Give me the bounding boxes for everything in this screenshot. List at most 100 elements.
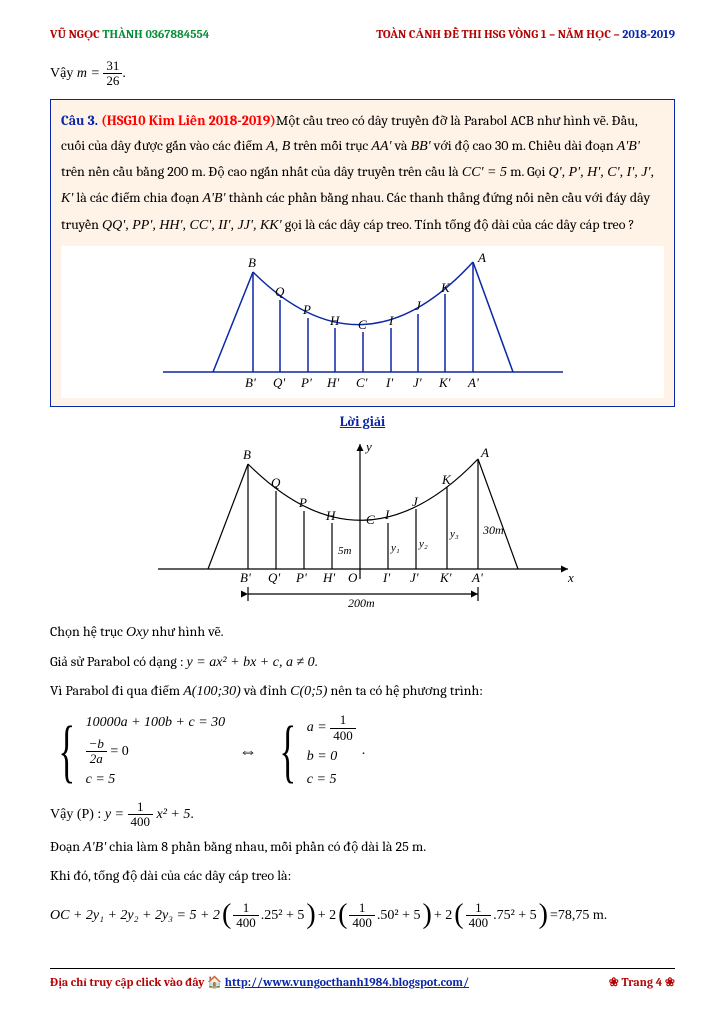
svg-text:K: K (440, 280, 451, 295)
source-label: (HSG10 Kim Liên 2018-2019) (101, 112, 276, 129)
f1: 1400 (233, 901, 259, 931)
den-2a: 2a (86, 752, 107, 766)
svg-text:y₁: y₁ (390, 542, 400, 554)
pt3: với độ cao 30 m. Chiều dài đoạn (431, 137, 617, 154)
a-eq: a = (307, 720, 330, 735)
svg-text:K: K (441, 472, 452, 487)
frac-num: 31 (103, 59, 122, 74)
f1n: 1 (233, 901, 259, 916)
AB: A, B (266, 139, 290, 154)
sol-l6: Khi đó, tổng độ dài của các dây cáp treo… (50, 865, 675, 887)
f3: 1400 (466, 901, 492, 931)
l7a: OC + 2y₁ + 2y₂ + 2y₃ = 5 + 2 (50, 905, 220, 927)
eq0: = 0 (107, 744, 129, 759)
frac-1-400b: 1 400 (128, 800, 154, 830)
CC: CC' = 5 (462, 165, 507, 180)
page-number: ❀ Trang 4 ❀ (609, 973, 675, 992)
svg-text:I: I (388, 313, 394, 328)
f2d: 400 (349, 916, 375, 930)
lp3: ( (454, 893, 463, 938)
pt-and: và (392, 137, 411, 154)
home-icon: 🏠 (207, 975, 222, 989)
svg-text:C: C (366, 512, 375, 527)
svg-text:Q': Q' (268, 570, 280, 585)
frac-1-400: 1 400 (330, 713, 356, 743)
footer-left-wrap: Địa chỉ truy cập click vào đây 🏠 http://… (50, 973, 469, 992)
sol-l5: Đoạn A'B' chia làm 8 phần bằng nhau, mỗi… (50, 836, 675, 859)
p3: .75² + 5 (493, 905, 537, 927)
svg-text:A': A' (467, 375, 479, 390)
m-eq: m = (77, 66, 100, 81)
pt5: m. Gọi (507, 163, 549, 180)
sys2-r1: a = 1 400 (307, 713, 356, 743)
sol-l1a: Chọn hệ trục (50, 623, 126, 640)
cau-label: Câu 3. (61, 112, 98, 129)
svg-text:P': P' (300, 375, 312, 390)
svg-text:A: A (480, 445, 489, 460)
dash2: – (614, 27, 620, 41)
res: =78,75 m. (550, 905, 607, 927)
pt8: gọi là các dây cáp treo. Tính tổng độ dà… (282, 216, 635, 233)
sol-l4a: Vậy (P) : (50, 807, 105, 822)
num-1b: 1 (128, 800, 154, 815)
svg-text:B: B (243, 447, 251, 462)
num-1: 1 (330, 713, 356, 728)
svg-text:y₃: y₃ (449, 528, 459, 540)
svg-text:Q': Q' (273, 375, 285, 390)
svg-text:I: I (384, 507, 390, 522)
figure-2-wrap: y x O B A Q P H C I J K B' Q' P' H' I' J… (50, 439, 675, 609)
rp1: ) (306, 893, 315, 938)
svg-text:A: A (477, 252, 486, 265)
A10030: A(100;30) (183, 684, 241, 699)
lbrace-2: { (280, 717, 297, 787)
sys1-r1: 10000a + 100b + c = 30 (86, 713, 226, 733)
equation-system: { 10000a + 100b + c = 30 −b 2a = 0 c = 5… (50, 713, 675, 790)
figure-1: B A Q P H C I J K B' Q' P' H' C' I' J' K… (61, 246, 664, 398)
bridge-figure-2: y x O B A Q P H C I J K B' Q' P' H' I' J… (148, 439, 578, 609)
pt6: là các điểm chia đoạn (73, 189, 202, 206)
sol-l5a: Đoạn (50, 838, 83, 855)
AA: AA' (371, 139, 391, 154)
svg-text:H': H' (326, 375, 339, 390)
svg-text:H: H (329, 313, 340, 328)
problem-text: Câu 3. (HSG10 Kim Liên 2018-2019)Một cầu… (61, 108, 664, 238)
footer-link[interactable]: http://www.vungocthanh1984.blogspot.com/ (225, 975, 469, 989)
BB: BB' (411, 139, 431, 154)
sol-l5b: chia làm 8 phần bằng nhau, mỗi phần có đ… (106, 838, 426, 855)
svg-text:J: J (412, 494, 419, 509)
pt2: trên mỗi trục (290, 137, 371, 154)
sys2-r3: c = 5 (307, 770, 356, 790)
svg-text:K': K' (438, 375, 451, 390)
svg-text:H: H (325, 508, 336, 523)
header-left: VŨ NGỌC THÀNH 0367884554 (50, 25, 209, 44)
svg-text:O: O (348, 570, 358, 585)
iff: ⇔ (239, 737, 257, 766)
svg-text:B': B' (240, 570, 251, 585)
svg-text:I': I' (382, 570, 390, 585)
plus2a: + 2 (318, 905, 336, 927)
p2: .50² + 5 (377, 905, 421, 927)
sol-l2: Giả sử Parabol có dạng : y = ax² + bx + … (50, 651, 675, 674)
svg-text:P: P (298, 495, 307, 510)
vay-text: Vậy (50, 66, 77, 81)
svg-text:J': J' (413, 375, 422, 390)
frac-b2a: −b 2a (86, 737, 107, 767)
svg-text:P': P' (295, 570, 307, 585)
sol-l3c: nên ta có hệ phương trình: (327, 682, 483, 699)
period3: . (362, 740, 366, 762)
footer-text: Địa chỉ truy cập click vào đây (50, 975, 207, 989)
solution-label: Lời giải (50, 411, 675, 433)
sol-l3b: và đỉnh (241, 682, 290, 699)
f1d: 400 (233, 916, 259, 930)
rp3: ) (539, 893, 548, 938)
svg-text:P: P (302, 302, 311, 317)
svg-text:Q: Q (271, 475, 281, 490)
f2: 1400 (349, 901, 375, 931)
f3n: 1 (466, 901, 492, 916)
ABp2: A'B' (202, 191, 225, 206)
sys2: a = 1 400 b = 0 c = 5 (307, 713, 356, 790)
sol-l1b: như hình vẽ. (149, 623, 224, 640)
year-label: NĂM HỌC (558, 27, 611, 41)
lp2: ( (338, 893, 347, 938)
svg-text:B: B (248, 255, 256, 270)
